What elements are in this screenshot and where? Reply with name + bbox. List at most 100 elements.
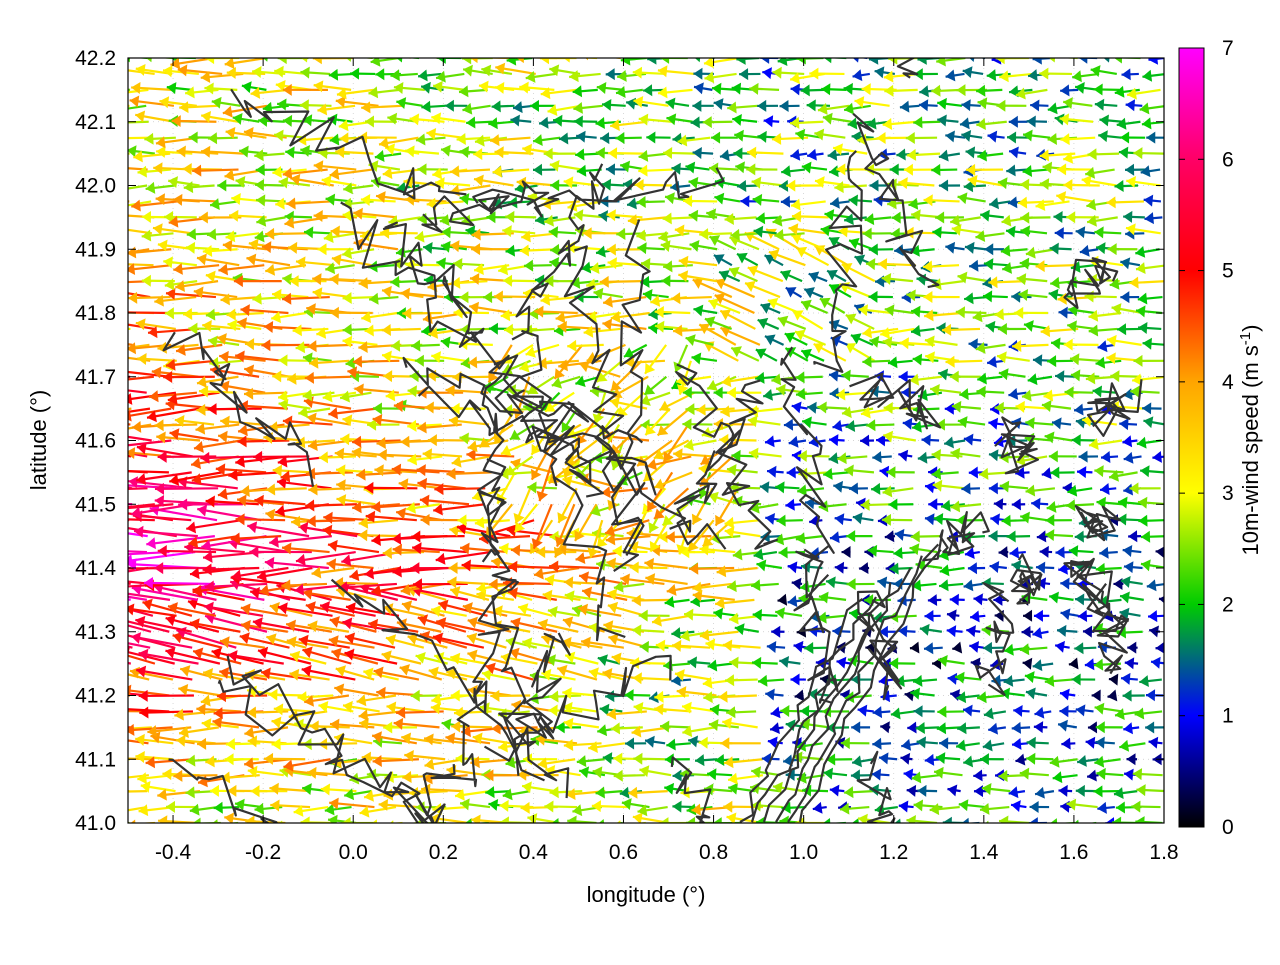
- wind-arrow: [166, 359, 216, 371]
- wind-arrow: [493, 166, 530, 178]
- wind-arrow: [746, 163, 777, 175]
- wind-arrow: [442, 226, 470, 238]
- wind-arrow: [411, 340, 440, 352]
- wind-arrow: [1069, 545, 1094, 557]
- wind-arrow: [879, 752, 897, 764]
- x-tick-label: 0.8: [699, 841, 728, 864]
- wind-arrow: [790, 149, 807, 161]
- wind-arrow: [802, 416, 826, 428]
- wind-arrow: [956, 739, 980, 751]
- wind-arrow: [394, 82, 425, 94]
- y-tick-label: 41.7: [75, 366, 116, 389]
- wind-arrow: [872, 738, 891, 750]
- wind-arrow: [994, 498, 1007, 510]
- contour-line: [1011, 554, 1041, 603]
- wind-arrow: [1040, 546, 1052, 558]
- x-tick-label: -0.2: [245, 841, 281, 864]
- wind-arrow: [1026, 753, 1053, 765]
- wind-arrow: [1068, 305, 1095, 317]
- wind-arrow: [1142, 117, 1167, 129]
- wind-arrow: [97, 146, 130, 158]
- wind-arrow: [753, 194, 780, 206]
- wind-arrow: [654, 472, 692, 489]
- wind-arrow: [990, 561, 1007, 573]
- wind-arrow: [792, 401, 808, 413]
- wind-arrow: [672, 640, 710, 652]
- wind-arrow: [868, 291, 892, 303]
- wind-arrow: [885, 530, 895, 542]
- wind-arrow: [989, 197, 1010, 209]
- y-tick-label: 42.2: [75, 47, 116, 70]
- wind-arrow: [450, 165, 490, 177]
- wind-arrow: [646, 131, 670, 143]
- wind-arrow: [1020, 225, 1047, 237]
- y-tick-label: 41.6: [75, 430, 116, 453]
- wind-arrow: [1071, 369, 1099, 381]
- wind-arrow: [714, 193, 740, 205]
- wind-arrow: [561, 51, 597, 63]
- wind-arrow: [1074, 642, 1096, 654]
- wind-arrow: [987, 131, 1004, 143]
- wind-arrow: [1020, 768, 1049, 780]
- wind-arrow: [1136, 784, 1166, 796]
- wind-arrow: [1119, 740, 1145, 752]
- wind-arrow: [924, 194, 960, 206]
- wind-arrow: [736, 53, 759, 65]
- wind-arrow: [146, 182, 175, 194]
- wind-arrow: [421, 101, 445, 113]
- wind-arrow: [1130, 386, 1159, 398]
- wind-arrow: [952, 401, 981, 413]
- wind-arrow: [264, 753, 305, 765]
- wind-arrow: [1036, 562, 1054, 574]
- y-tick-label: 41.8: [75, 302, 116, 325]
- wind-arrow: [1114, 787, 1137, 799]
- wind-arrow: [919, 99, 938, 111]
- wind-arrow: [431, 112, 465, 124]
- wind-arrow: [1127, 88, 1160, 100]
- wind-arrow: [708, 660, 733, 672]
- wind-arrow: [725, 213, 757, 225]
- wind-arrow: [771, 626, 784, 638]
- wind-arrow: [725, 517, 761, 529]
- wind-arrow: [1123, 211, 1145, 223]
- wind-arrow: [1056, 191, 1092, 203]
- wind-arrow: [1033, 659, 1054, 671]
- wind-arrow: [1100, 483, 1116, 495]
- wind-arrow: [638, 165, 672, 177]
- wind-arrow: [486, 663, 534, 680]
- wind-arrow: [1089, 325, 1118, 337]
- wind-arrow: [1059, 705, 1076, 717]
- wind-arrow: [866, 419, 894, 431]
- wind-arrow: [711, 132, 738, 144]
- wind-arrow: [907, 785, 919, 797]
- wind-arrow: [937, 98, 962, 110]
- wind-arrow: [846, 530, 872, 542]
- wind-arrow: [1148, 610, 1164, 622]
- wind-arrow: [1045, 432, 1073, 444]
- wind-arrow: [1055, 546, 1072, 558]
- wind-arrow: [860, 435, 874, 447]
- wind-arrow: [869, 53, 890, 65]
- wind-arrow: [1006, 164, 1027, 176]
- wind-arrow: [1096, 768, 1123, 780]
- wind-arrow: [950, 448, 980, 460]
- wind-arrow: [947, 625, 963, 637]
- y-tick-label: 41.0: [75, 812, 116, 835]
- wind-arrow: [1047, 355, 1073, 367]
- wind-arrow: [575, 148, 601, 160]
- wind-arrow: [220, 380, 266, 392]
- contour-line: [850, 374, 941, 429]
- wind-arrow: [1144, 195, 1161, 207]
- wind-arrow: [917, 53, 939, 65]
- wind-arrow: [655, 306, 691, 318]
- wind-arrow: [984, 708, 1006, 720]
- wind-arrow: [393, 50, 419, 62]
- wind-arrow: [947, 785, 960, 797]
- wind-arrow: [488, 117, 514, 129]
- wind-arrow: [1061, 738, 1075, 750]
- wind-arrow: [968, 562, 985, 574]
- wind-arrow: [723, 639, 761, 651]
- wind-arrow: [823, 768, 847, 780]
- wind-arrow: [718, 691, 757, 703]
- wind-arrow: [1129, 482, 1160, 494]
